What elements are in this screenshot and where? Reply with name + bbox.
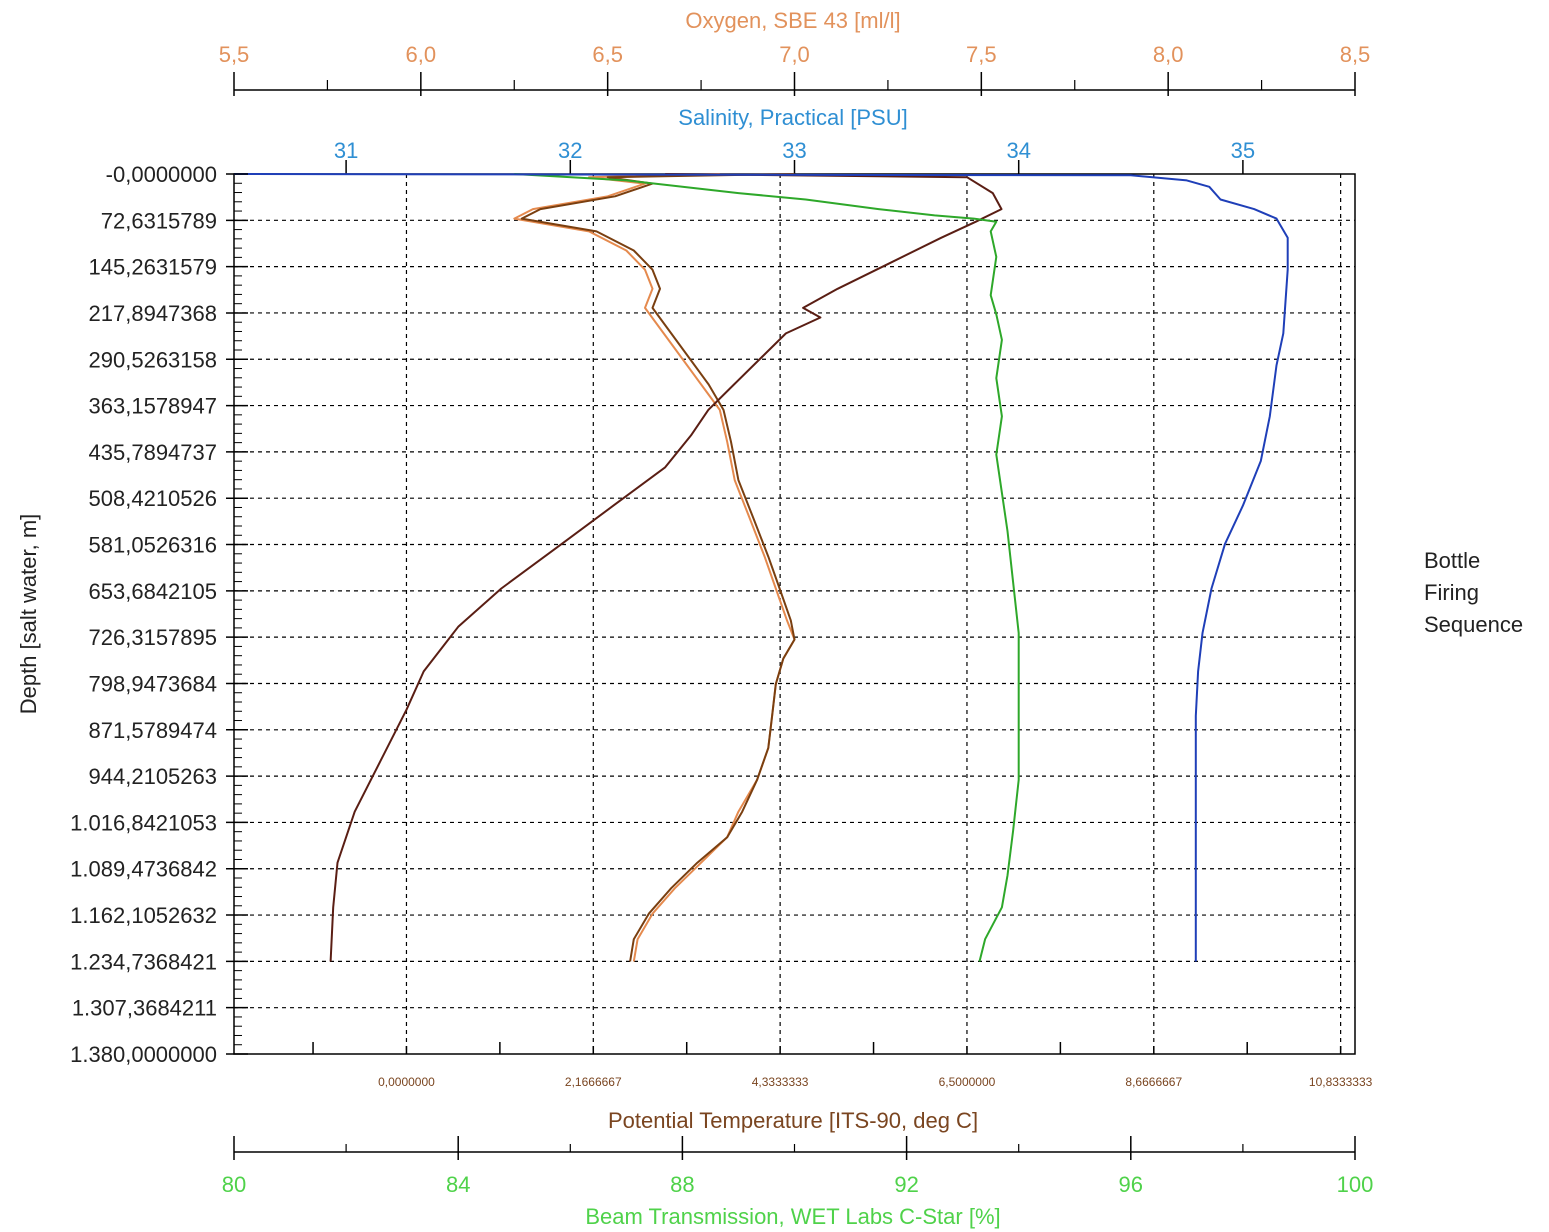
depth-tick-label: 1.162,1052632 — [70, 903, 217, 928]
oxygen-tick-label: 8,5 — [1340, 42, 1371, 67]
oxygen-tick-label: 8,0 — [1153, 42, 1184, 67]
depth-tick-label: 435,7894737 — [89, 440, 217, 465]
depth-tick-label: 798,9473684 — [89, 671, 217, 696]
oxygen-tick-label: 7,0 — [779, 42, 810, 67]
oxygen-tick-label: 6,5 — [592, 42, 623, 67]
oxygen-axis-title: Oxygen, SBE 43 [ml/l] — [685, 8, 900, 33]
temperature-tick-label: 2,1666667 — [565, 1075, 622, 1089]
transmission-tick-label: 96 — [1119, 1172, 1143, 1197]
temperature-tick-label: 10,8333333 — [1309, 1075, 1373, 1089]
side-label-line: Firing — [1424, 580, 1479, 605]
salinity-tick-label: 35 — [1231, 138, 1255, 163]
depth-tick-label: -0,0000000 — [106, 162, 217, 187]
series-layer — [233, 173, 1289, 962]
depth-axis-title: Depth [salt water, m] — [16, 514, 41, 715]
oxygen-series-line — [520, 173, 796, 962]
temperature-series-line — [329, 173, 1003, 962]
plot-area — [233, 173, 1356, 1055]
temperature-axis: 0,0000000 2,1666667 4,3333333 6,5000000 8,66… — [312, 1042, 1373, 1089]
depth-tick-label: 944,2105263 — [89, 764, 217, 789]
transmission-tick-label: 100 — [1337, 1172, 1374, 1197]
depth-axis: -0,0000000 72,6315789 145,2631579 217,89473… — [70, 162, 248, 1067]
transmission-tick-label: 88 — [670, 1172, 694, 1197]
salinity-axis-title: Salinity, Practical [PSU] — [678, 105, 907, 130]
transmission-axis: 80 84 88 92 96 100 — [222, 1136, 1374, 1197]
oxygen-tick-label: 6,0 — [406, 42, 437, 67]
grid-lines — [234, 174, 1355, 1054]
temperature-axis-title: Potential Temperature [ITS-90, deg C] — [608, 1108, 978, 1133]
depth-tick-label: 1.307,3684211 — [72, 996, 217, 1021]
depth-tick-label: 1.089,4736842 — [70, 857, 217, 882]
salinity-series-line — [233, 173, 1289, 962]
temperature-tick-label: 4,3333333 — [752, 1075, 809, 1089]
depth-tick-label: 363,1578947 — [89, 394, 217, 419]
transmission-series-line — [514, 173, 1020, 962]
salinity-tick-label: 34 — [1006, 138, 1030, 163]
depth-tick-label: 72,6315789 — [101, 208, 217, 233]
transmission-axis-title: Beam Transmission, WET Labs C-Star [%] — [585, 1204, 1000, 1229]
bottle-firing-sequence-label: Bottle Firing Sequence — [1424, 548, 1523, 637]
depth-tick-label: 726,3157895 — [89, 625, 217, 650]
depth-tick-label: 1.234,7368421 — [70, 949, 217, 974]
oxygen-axis: 5,5 6,0 6,5 7,0 7,5 8,0 8,5 — [219, 42, 1371, 96]
temperature-tick-label: 6,5000000 — [939, 1075, 996, 1089]
side-label-line: Bottle — [1424, 548, 1480, 573]
transmission-tick-label: 92 — [894, 1172, 918, 1197]
side-label-line: Sequence — [1424, 612, 1523, 637]
depth-tick-label: 653,6842105 — [89, 579, 217, 604]
transmission-tick-label: 84 — [446, 1172, 470, 1197]
transmission-tick-label: 80 — [222, 1172, 246, 1197]
depth-tick-label: 145,2631579 — [89, 255, 217, 280]
depth-tick-label: 871,5789474 — [89, 718, 217, 743]
depth-tick-label: 217,8947368 — [89, 301, 217, 326]
oxygen-tick-label: 7,5 — [966, 42, 997, 67]
temperature-tick-label: 0,0000000 — [378, 1075, 435, 1089]
oxygen-series-line — [513, 173, 796, 962]
depth-tick-label: 1.016,8421053 — [70, 810, 217, 835]
oxygen-tick-label: 5,5 — [219, 42, 250, 67]
salinity-tick-label: 31 — [334, 138, 358, 163]
depth-tick-label: 1.380,0000000 — [70, 1042, 217, 1067]
salinity-tick-label: 32 — [558, 138, 582, 163]
depth-tick-label: 508,4210526 — [89, 486, 217, 511]
depth-tick-label: 581,0526316 — [89, 533, 217, 558]
temperature-tick-label: 8,6666667 — [1125, 1075, 1182, 1089]
salinity-tick-label: 33 — [782, 138, 806, 163]
depth-tick-label: 290,5263158 — [89, 347, 217, 372]
